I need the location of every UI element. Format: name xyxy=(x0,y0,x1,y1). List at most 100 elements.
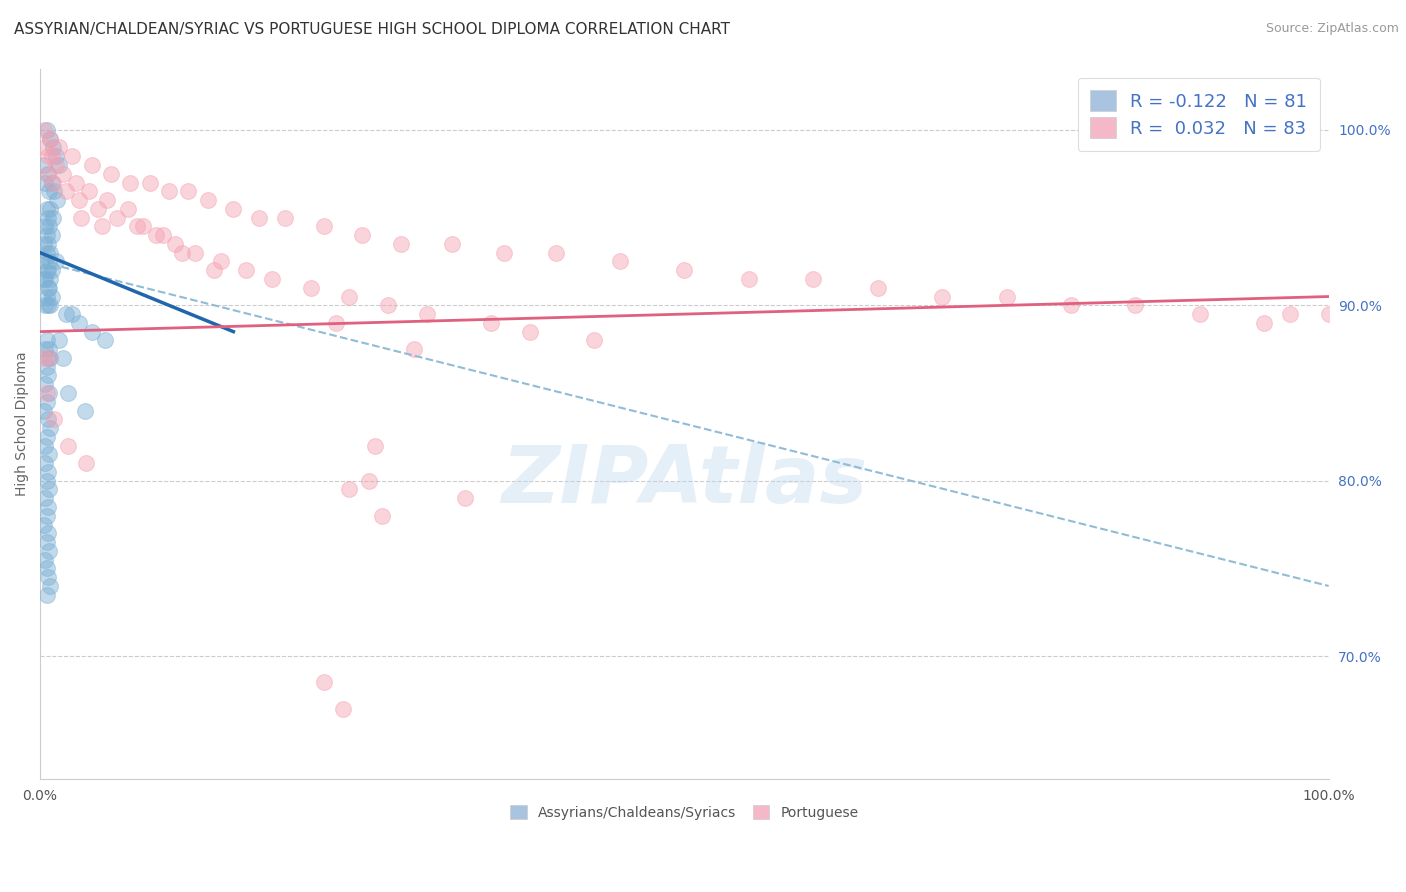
Point xyxy=(370,508,392,523)
Point xyxy=(1125,298,1147,312)
Point xyxy=(37,500,59,514)
Point xyxy=(91,219,114,234)
Point xyxy=(77,184,100,198)
Point xyxy=(38,483,60,497)
Point xyxy=(35,508,58,523)
Point xyxy=(325,316,347,330)
Point xyxy=(32,158,55,172)
Point xyxy=(37,368,59,383)
Point xyxy=(125,219,148,234)
Point xyxy=(37,167,59,181)
Point xyxy=(1317,307,1340,321)
Point xyxy=(120,176,142,190)
Point xyxy=(100,167,122,181)
Point xyxy=(37,298,59,312)
Point xyxy=(38,219,60,234)
Point xyxy=(738,272,761,286)
Point xyxy=(1060,298,1083,312)
Point xyxy=(35,245,58,260)
Point xyxy=(415,307,437,321)
Point xyxy=(41,149,63,163)
Point xyxy=(45,158,67,172)
Point xyxy=(48,334,70,348)
Point xyxy=(39,351,62,365)
Point xyxy=(32,403,55,417)
Text: Source: ZipAtlas.com: Source: ZipAtlas.com xyxy=(1265,22,1399,36)
Point xyxy=(132,219,155,234)
Point xyxy=(37,236,59,251)
Point xyxy=(45,254,67,268)
Point xyxy=(39,131,62,145)
Legend: Assyrians/Chaldeans/Syriacs, Portuguese: Assyrians/Chaldeans/Syriacs, Portuguese xyxy=(505,800,865,825)
Point xyxy=(337,289,360,303)
Point xyxy=(45,193,67,207)
Point xyxy=(52,351,75,365)
Point xyxy=(32,351,55,365)
Point xyxy=(519,325,541,339)
Point xyxy=(1188,307,1211,321)
Point xyxy=(866,281,889,295)
Point xyxy=(35,167,58,181)
Point xyxy=(402,342,425,356)
Point xyxy=(41,289,63,303)
Point xyxy=(1278,307,1301,321)
Y-axis label: High School Diploma: High School Diploma xyxy=(15,351,30,496)
Point xyxy=(145,228,167,243)
Point xyxy=(332,702,354,716)
Point xyxy=(38,281,60,295)
Point xyxy=(35,334,58,348)
Point xyxy=(60,149,83,163)
Point xyxy=(34,254,56,268)
Point xyxy=(34,456,56,470)
Point xyxy=(52,167,75,181)
Point xyxy=(34,176,56,190)
Point xyxy=(609,254,631,268)
Point xyxy=(87,202,110,216)
Point xyxy=(35,289,58,303)
Point xyxy=(235,263,257,277)
Point xyxy=(107,211,129,225)
Point xyxy=(37,351,59,365)
Point xyxy=(75,403,97,417)
Point xyxy=(274,211,297,225)
Point xyxy=(44,412,66,426)
Point xyxy=(48,158,70,172)
Point xyxy=(39,298,62,312)
Point xyxy=(41,228,63,243)
Point xyxy=(222,202,245,216)
Point xyxy=(37,570,59,584)
Point xyxy=(39,131,62,145)
Point xyxy=(165,236,187,251)
Point xyxy=(45,149,67,163)
Point xyxy=(152,228,174,243)
Point xyxy=(35,535,58,549)
Point xyxy=(202,263,225,277)
Point xyxy=(544,245,567,260)
Point xyxy=(389,236,412,251)
Point xyxy=(65,176,87,190)
Point xyxy=(55,184,77,198)
Point xyxy=(177,184,200,198)
Point xyxy=(377,298,399,312)
Point xyxy=(37,211,59,225)
Point xyxy=(58,386,80,401)
Point xyxy=(34,552,56,566)
Point xyxy=(39,202,62,216)
Point xyxy=(37,149,59,163)
Point xyxy=(38,184,60,198)
Point xyxy=(35,561,58,575)
Point xyxy=(35,263,58,277)
Point xyxy=(38,544,60,558)
Point xyxy=(60,307,83,321)
Point xyxy=(37,281,59,295)
Point xyxy=(170,245,193,260)
Point xyxy=(38,386,60,401)
Point xyxy=(37,465,59,479)
Point xyxy=(39,579,62,593)
Point xyxy=(931,289,953,303)
Point xyxy=(93,334,115,348)
Point xyxy=(35,386,58,401)
Point xyxy=(42,140,65,154)
Point xyxy=(80,325,103,339)
Point xyxy=(995,289,1018,303)
